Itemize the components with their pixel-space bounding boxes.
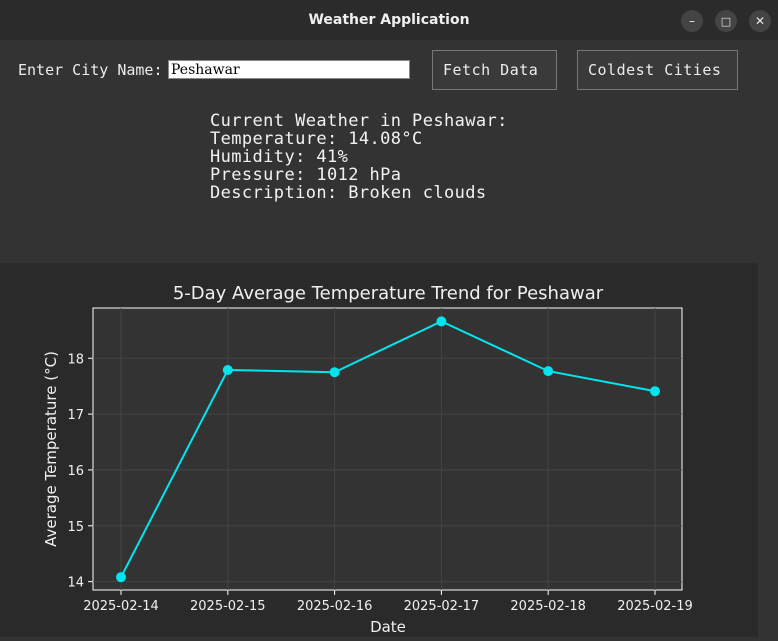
current-weather-panel: Current Weather in Peshawar: Temperature…	[210, 112, 508, 202]
temperature-chart-panel: 2025-02-14 2025-02-15 2025-02-16 2025-02-17…	[0, 263, 758, 637]
minimize-icon: –	[689, 14, 695, 28]
fetch-data-button[interactable]: Fetch Data	[432, 50, 557, 90]
temperature-chart: 2025-02-14 2025-02-15 2025-02-16 2025-02-17…	[42, 283, 693, 636]
weather-heading: Current Weather in Peshawar:	[210, 111, 508, 131]
y-tick-label: 16	[67, 464, 84, 479]
plot-area	[92, 307, 683, 591]
y-tick-label: 15	[67, 520, 84, 535]
y-tick-label: 14	[67, 576, 84, 591]
city-label: Enter City Name:	[18, 61, 163, 79]
weather-description: Description: Broken clouds	[210, 183, 487, 203]
maximize-button[interactable]: □	[715, 10, 737, 32]
window-title: Weather Application	[308, 12, 470, 28]
x-tick-label: 2025-02-19	[617, 599, 693, 614]
y-tick-label: 17	[67, 408, 84, 423]
weather-humidity: Humidity: 41%	[210, 147, 349, 167]
x-tick-label: 2025-02-18	[510, 599, 586, 614]
x-axis-label: Date	[370, 618, 406, 636]
city-input[interactable]: Peshawar	[168, 60, 410, 79]
x-tick-label: 2025-02-16	[297, 599, 373, 614]
data-point	[116, 572, 126, 583]
coldest-cities-label: Coldest Cities	[588, 61, 722, 79]
data-point	[329, 367, 340, 378]
data-point	[222, 364, 233, 375]
data-point	[436, 316, 447, 327]
close-icon: ✕	[754, 14, 766, 28]
close-button[interactable]: ✕	[749, 10, 771, 32]
x-tick-label: 2025-02-17	[404, 599, 480, 614]
x-tick-label: 2025-02-14	[83, 599, 159, 614]
chart-title: 5-Day Average Temperature Trend for Pesh…	[173, 283, 604, 304]
weather-pressure: Pressure: 1012 hPa	[210, 165, 402, 185]
weather-temperature: Temperature: 14.08°C	[210, 129, 423, 149]
window-titlebar: Weather Application – □ ✕	[0, 0, 778, 40]
data-point	[650, 386, 660, 397]
y-axis-label: Average Temperature (°C)	[42, 351, 60, 547]
fetch-data-label: Fetch Data	[443, 61, 539, 79]
data-point	[543, 366, 554, 377]
maximize-icon: □	[720, 14, 732, 28]
x-tick-label: 2025-02-15	[190, 599, 266, 614]
coldest-cities-button[interactable]: Coldest Cities	[577, 50, 738, 90]
minimize-button[interactable]: –	[681, 10, 703, 32]
y-tick-label: 18	[67, 352, 84, 367]
temperature-line	[120, 320, 656, 578]
